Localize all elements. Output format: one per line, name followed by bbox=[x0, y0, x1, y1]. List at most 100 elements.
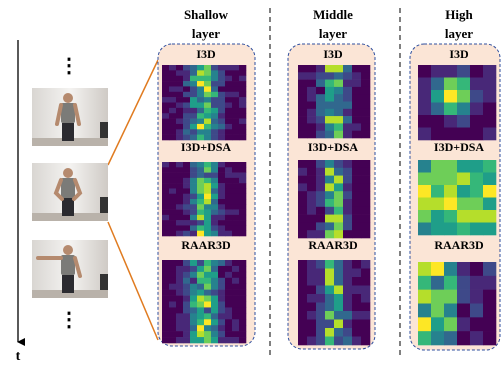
heatmap-cell bbox=[204, 92, 211, 98]
heatmap-cell bbox=[232, 92, 239, 98]
heatmap-cell bbox=[325, 303, 334, 312]
heatmap-cell bbox=[316, 286, 325, 295]
heatmap-cell bbox=[325, 207, 334, 215]
heatmap-cell bbox=[361, 183, 370, 191]
heatmap-cell bbox=[334, 94, 343, 102]
heatmap-cell bbox=[316, 94, 325, 102]
heatmap-cell bbox=[225, 113, 232, 119]
heatmap-cell bbox=[444, 262, 457, 276]
heatmap-cell bbox=[169, 103, 176, 109]
heatmap-cell bbox=[204, 325, 211, 331]
heatmap-cell bbox=[225, 313, 232, 319]
heatmap-cell bbox=[239, 260, 246, 266]
heatmap-cell bbox=[204, 167, 211, 173]
heatmap-cell bbox=[225, 331, 232, 337]
heatmap-cell bbox=[298, 87, 307, 95]
heatmap-cell bbox=[190, 231, 197, 237]
heatmap-cell bbox=[352, 199, 361, 207]
heatmap-cell bbox=[361, 176, 370, 184]
heatmap-cell bbox=[190, 173, 197, 179]
heatmap-cell bbox=[239, 290, 246, 296]
heatmap-cell bbox=[218, 108, 225, 114]
heatmap-cell bbox=[176, 194, 183, 200]
heatmap-cell bbox=[343, 160, 352, 168]
heatmap-cell bbox=[316, 260, 325, 269]
heatmap-cell bbox=[361, 123, 370, 131]
heatmap-cell bbox=[169, 272, 176, 278]
heatmap-cell bbox=[457, 90, 470, 103]
heatmap-cell bbox=[225, 307, 232, 313]
heatmap-cell bbox=[183, 178, 190, 184]
heatmap-cell bbox=[169, 199, 176, 205]
heatmap-cell bbox=[232, 210, 239, 216]
heatmap-cell bbox=[183, 65, 190, 71]
heatmap-cell bbox=[225, 97, 232, 103]
heatmap-cell bbox=[204, 108, 211, 114]
heatmap-cell bbox=[197, 76, 204, 82]
heatmap-cell bbox=[343, 80, 352, 88]
heatmap-cell bbox=[197, 331, 204, 337]
heatmap-cell bbox=[211, 199, 218, 205]
heatmap-cell bbox=[444, 223, 457, 236]
heatmap-cell bbox=[211, 92, 218, 98]
heatmap-cell bbox=[225, 76, 232, 82]
heatmap-cell bbox=[232, 225, 239, 231]
heatmap-cell bbox=[190, 284, 197, 290]
heatmap-cell bbox=[204, 278, 211, 284]
heatmap-cell bbox=[218, 313, 225, 319]
heatmap-cell bbox=[176, 272, 183, 278]
heatmap-cell bbox=[325, 215, 334, 223]
heatmap-cell bbox=[169, 129, 176, 135]
heatmap bbox=[418, 262, 496, 345]
heatmap-cell bbox=[431, 198, 444, 211]
heatmap-cell bbox=[176, 76, 183, 82]
heatmap-cell bbox=[197, 210, 204, 216]
heatmap-cell bbox=[352, 260, 361, 269]
heatmap-cell bbox=[218, 290, 225, 296]
heatmap-cell bbox=[298, 277, 307, 286]
heatmap-cell bbox=[361, 328, 370, 337]
heatmap-cell bbox=[169, 302, 176, 308]
heatmap-cell bbox=[334, 260, 343, 269]
heatmap-cell bbox=[298, 65, 307, 73]
heatmap-cell bbox=[162, 260, 169, 266]
heatmap-cell bbox=[483, 290, 496, 304]
heatmap-cell bbox=[431, 290, 444, 304]
heatmap-cell bbox=[225, 124, 232, 130]
heatmap-cell bbox=[176, 302, 183, 308]
heatmap-cell bbox=[197, 290, 204, 296]
heatmap-cell bbox=[444, 317, 457, 331]
heatmap-cell bbox=[225, 86, 232, 92]
frame bbox=[32, 163, 108, 221]
heatmap-cell bbox=[325, 109, 334, 117]
heatmap-cell bbox=[190, 124, 197, 130]
heatmap-cell bbox=[298, 160, 307, 168]
heatmap-cell bbox=[204, 103, 211, 109]
heatmap-cell bbox=[361, 320, 370, 329]
heatmap-cell bbox=[225, 178, 232, 184]
heatmap-cell bbox=[343, 176, 352, 184]
heatmap-cell bbox=[470, 90, 483, 103]
heatmap-cell bbox=[190, 188, 197, 194]
heatmap-cell bbox=[190, 331, 197, 337]
heatmap-cell bbox=[343, 131, 352, 139]
heatmap-cell bbox=[239, 86, 246, 92]
heatmap-cell bbox=[197, 307, 204, 313]
heatmap-cell bbox=[176, 231, 183, 237]
heatmap-cell bbox=[232, 272, 239, 278]
heatmap-cell bbox=[307, 215, 316, 223]
heatmap-cell bbox=[325, 286, 334, 295]
heatmap-cell bbox=[183, 204, 190, 210]
heatmap-cell bbox=[418, 276, 431, 290]
heatmap-cell bbox=[197, 129, 204, 135]
heatmap-cell bbox=[307, 123, 316, 131]
heatmap-cell bbox=[225, 337, 232, 343]
heatmap-cell bbox=[298, 80, 307, 88]
layer-column: ShallowlayerI3DI3D+DSARAAR3D bbox=[158, 7, 255, 346]
heatmap-cell bbox=[218, 103, 225, 109]
heatmap-cell bbox=[470, 115, 483, 128]
heatmap-cell bbox=[361, 87, 370, 95]
heatmap-cell bbox=[298, 183, 307, 191]
heatmap-cell bbox=[211, 272, 218, 278]
heatmap-cell bbox=[232, 167, 239, 173]
